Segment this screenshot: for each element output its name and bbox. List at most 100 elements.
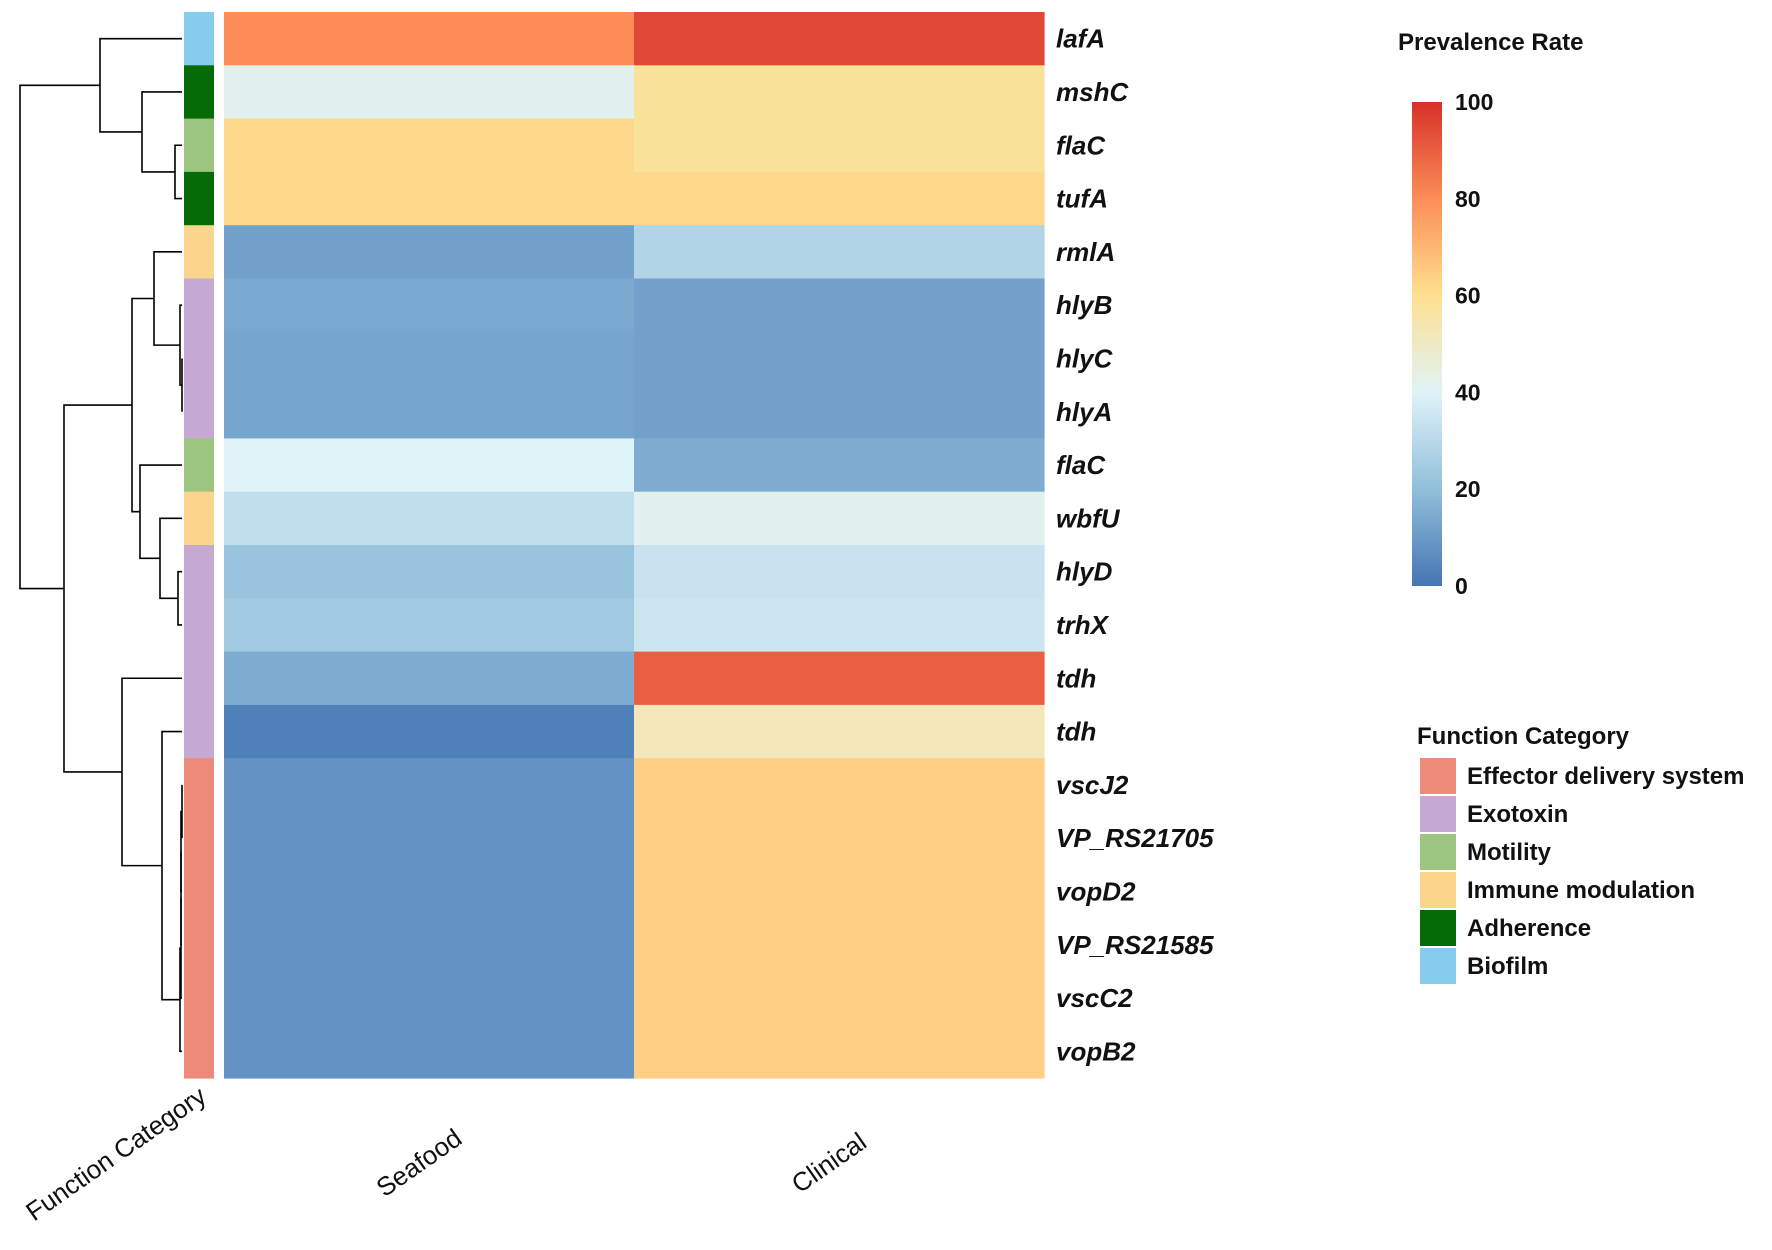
gene-label-8: flaC	[1056, 450, 1106, 480]
dendrogram-branch	[142, 92, 182, 172]
prevalence-color-legend: Prevalence Rate 0 20 40 60 80 100	[1398, 29, 1583, 599]
gene-label-7: hlyA	[1056, 397, 1112, 427]
dendrogram-branch	[175, 145, 182, 198]
column-labels: Function Category Seafood Clinical	[20, 1080, 872, 1226]
heatmap-cell-rmlA-clinical	[634, 225, 1045, 279]
gene-label-1: mshC	[1056, 77, 1129, 107]
category-cell-15	[184, 812, 214, 866]
function-category-axis-label: Function Category	[20, 1080, 211, 1226]
category-label-1: Exotoxin	[1467, 801, 1568, 828]
gene-label-17: VP_RS21585	[1056, 930, 1214, 960]
heatmap-cell-tdh-seafood	[224, 652, 635, 706]
category-swatch-4	[1420, 910, 1456, 946]
dendrogram-branch	[132, 298, 154, 511]
heatmap-cell-hlyC-clinical	[634, 332, 1045, 386]
dendrogram-branch	[20, 85, 100, 588]
gene-label-13: tdh	[1056, 717, 1096, 747]
category-cell-0	[184, 12, 214, 66]
category-label-4: Adherence	[1467, 915, 1591, 942]
function-category-legend: Function Category Effector delivery syst…	[1417, 723, 1744, 984]
prevalence-color-bar	[1412, 102, 1442, 586]
heatmap-cell-flaC-seafood	[224, 119, 635, 173]
gene-label-3: tufA	[1056, 184, 1108, 214]
category-label-3: Immune modulation	[1467, 877, 1695, 904]
prevalence-tick-60: 60	[1455, 283, 1481, 309]
column-label-seafood: Seafood	[371, 1123, 468, 1203]
category-cell-9	[184, 492, 214, 546]
row-dendrogram	[20, 39, 182, 1052]
heatmap-cell-vscJ2-seafood	[224, 758, 635, 812]
heatmap-cell-tdh-seafood	[224, 705, 635, 759]
heatmap-cells	[224, 12, 1045, 1079]
category-cell-3	[184, 172, 214, 226]
category-cell-11	[184, 598, 214, 652]
prevalence-tick-80: 80	[1455, 186, 1481, 212]
gene-label-10: hlyD	[1056, 557, 1113, 587]
category-swatch-5	[1420, 948, 1456, 984]
heatmap-cell-vscC2-seafood	[224, 971, 635, 1025]
heatmap-cell-hlyB-clinical	[634, 279, 1045, 333]
dendrogram-branch	[122, 678, 182, 865]
prevalence-legend-title: Prevalence Rate	[1398, 29, 1583, 56]
dendrogram-branch	[154, 252, 182, 345]
gene-label-19: vopB2	[1056, 1036, 1136, 1066]
heatmap-cell-hlyA-clinical	[634, 385, 1045, 439]
dendrogram-branch	[100, 39, 182, 132]
category-cell-12	[184, 652, 214, 706]
gene-label-15: VP_RS21705	[1056, 823, 1214, 853]
gene-label-5: hlyB	[1056, 290, 1112, 320]
gene-label-6: hlyC	[1056, 343, 1114, 373]
category-cell-7	[184, 385, 214, 439]
category-swatch-1	[1420, 796, 1456, 832]
category-cell-17	[184, 918, 214, 972]
category-cell-1	[184, 65, 214, 119]
category-cell-5	[184, 279, 214, 333]
heatmap-cell-hlyB-seafood	[224, 279, 635, 333]
category-cell-4	[184, 225, 214, 279]
function-category-annotation	[184, 12, 214, 1079]
category-cell-13	[184, 705, 214, 759]
gene-label-14: vscJ2	[1056, 770, 1129, 800]
category-cell-2	[184, 119, 214, 173]
dendrogram-branch	[162, 732, 182, 1000]
heatmap-cell-tufA-clinical	[634, 172, 1045, 226]
prevalence-tick-100: 100	[1455, 89, 1493, 115]
heatmap-cell-flaC-seafood	[224, 438, 635, 492]
heatmap-cell-hlyD-seafood	[224, 545, 635, 599]
gene-label-12: tdh	[1056, 663, 1096, 693]
prevalence-tick-40: 40	[1455, 379, 1481, 405]
heatmap-cell-VP_RS21705-seafood	[224, 812, 635, 866]
prevalence-tick-0: 0	[1455, 573, 1468, 599]
heatmap-cell-VP_RS21705-clinical	[634, 812, 1045, 866]
heatmap-figure: lafAmshCflaCtufArmlAhlyBhlyChlyAflaCwbfU…	[0, 0, 1772, 1250]
category-cell-8	[184, 438, 214, 492]
category-cell-18	[184, 971, 214, 1025]
heatmap-cell-tufA-seafood	[224, 172, 635, 226]
heatmap-cell-hlyA-seafood	[224, 385, 635, 439]
category-cell-16	[184, 865, 214, 919]
column-label-clinical: Clinical	[786, 1126, 872, 1199]
category-label-2: Motility	[1467, 839, 1552, 866]
heatmap-cell-hlyD-clinical	[634, 545, 1045, 599]
heatmap-cell-mshC-seafood	[224, 65, 635, 119]
gene-labels: lafA mshC flaC tufA rmlA hlyB hlyC hlyA flaC wbfU…	[1056, 24, 1214, 1067]
gene-label-9: wbfU	[1056, 503, 1121, 533]
gene-label-11: trhX	[1056, 610, 1110, 640]
heatmap-cell-vopD2-clinical	[634, 865, 1045, 919]
category-label-0: Effector delivery system	[1467, 763, 1744, 790]
heatmap-cell-wbfU-seafood	[224, 492, 635, 546]
heatmap-cell-rmlA-seafood	[224, 225, 635, 279]
dendrogram-branch	[140, 465, 182, 558]
heatmap-cell-VP_RS21585-clinical	[634, 918, 1045, 972]
gene-label-4: rmlA	[1056, 237, 1115, 267]
heatmap-cell-lafA-clinical	[634, 12, 1045, 66]
heatmap-cell-flaC-clinical	[634, 119, 1045, 173]
heatmap-cell-vopB2-seafood	[224, 1025, 635, 1079]
heatmap-cell-vscJ2-clinical	[634, 758, 1045, 812]
heatmap-cell-mshC-clinical	[634, 65, 1045, 119]
gene-label-0: lafA	[1056, 24, 1105, 54]
category-cell-6	[184, 332, 214, 386]
gene-label-16: vopD2	[1056, 876, 1136, 906]
category-cell-10	[184, 545, 214, 599]
heatmap-cell-vscC2-clinical	[634, 971, 1045, 1025]
